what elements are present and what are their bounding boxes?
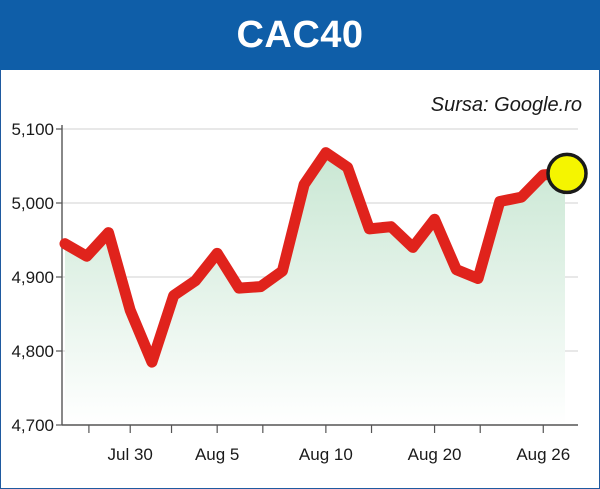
y-tick-label: 4,700 — [11, 416, 54, 435]
y-tick-label: 4,800 — [11, 342, 54, 361]
y-tick-label: 4,900 — [11, 268, 54, 287]
x-tick-label: Aug 5 — [195, 445, 239, 464]
end-marker — [546, 152, 588, 195]
x-tick-label: Aug 26 — [516, 445, 570, 464]
chart-title: CAC40 — [236, 13, 364, 56]
source-label: Sursa: Google.ro — [431, 94, 582, 116]
y-tick-label: 5,100 — [11, 120, 54, 139]
series-path — [59, 147, 571, 368]
x-tick-label: Aug 10 — [299, 445, 353, 464]
area-fill — [65, 152, 565, 425]
series-line — [59, 147, 571, 368]
axes: 4,700 4,800 4,900 5,000 5,100 Jul 30 Aug 5 Aug … — [11, 120, 578, 464]
chart-header: CAC40 — [0, 0, 600, 70]
last-value-marker — [546, 152, 588, 195]
x-tick-label: Jul 30 — [108, 445, 153, 464]
area-shape — [65, 152, 565, 425]
x-tick-label: Aug 20 — [408, 445, 462, 464]
y-tick-label: 5,000 — [11, 194, 54, 213]
